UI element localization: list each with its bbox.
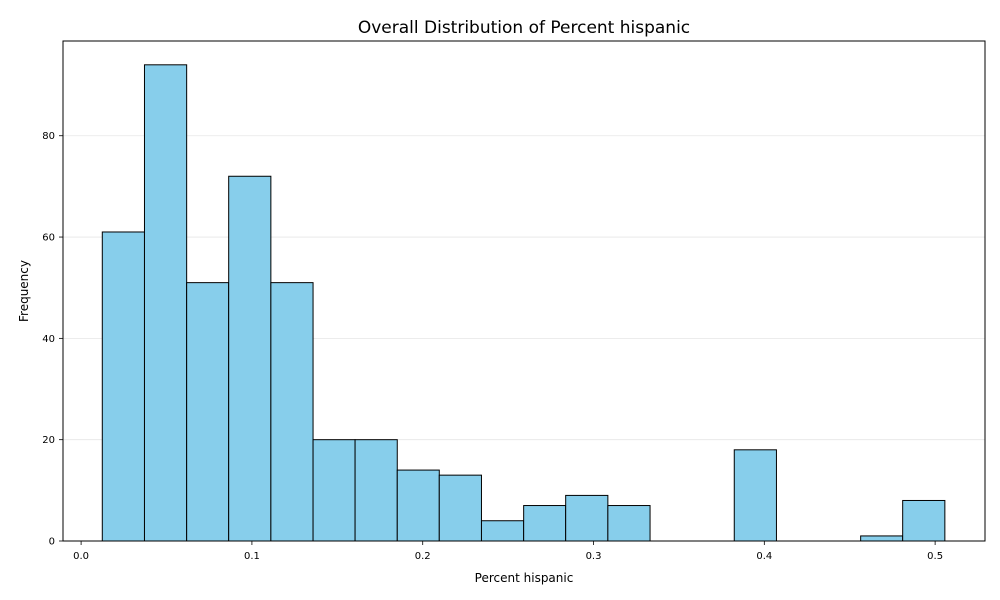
plot-frame (62, 40, 986, 542)
histogram-bar (860, 535, 904, 542)
histogram-bar (186, 282, 230, 542)
histogram-bar (270, 282, 314, 542)
histogram-bars (101, 64, 946, 542)
chart-title: Overall Distribution of Percent hispanic (358, 18, 690, 38)
histogram-bar (396, 469, 440, 542)
x-tick-label: 0.4 (756, 551, 772, 562)
histogram-bar (354, 439, 398, 542)
x-tick-label: 0.5 (927, 551, 943, 562)
y-tick-label: 0 (49, 537, 55, 548)
histogram-bar (228, 175, 272, 542)
histogram-bar (101, 231, 145, 542)
x-axis-label: Percent hispanic (475, 571, 574, 585)
x-tick-label: 0.0 (73, 551, 89, 562)
y-axis: 0 20 40 60 80 (42, 131, 63, 548)
y-tick-label: 60 (42, 233, 55, 244)
y-tick-label: 80 (42, 131, 55, 142)
histogram-bar (607, 505, 651, 542)
x-axis: 0.0 0.1 0.2 0.3 0.4 0.5 (73, 541, 943, 562)
histogram-bar (902, 499, 946, 542)
x-tick-label: 0.2 (415, 551, 431, 562)
histogram-bar (438, 474, 482, 542)
y-axis-label: Frequency (17, 260, 31, 322)
x-tick-label: 0.3 (586, 551, 602, 562)
histogram-bar (565, 494, 609, 542)
histogram-bar (143, 64, 188, 542)
histogram-bar (523, 505, 567, 542)
histogram-bar (312, 439, 356, 542)
x-tick-label: 0.1 (244, 551, 260, 562)
y-tick-label: 20 (42, 435, 55, 446)
histogram-bar (733, 449, 777, 542)
y-tick-label: 40 (42, 334, 55, 345)
histogram-bar (480, 520, 525, 542)
